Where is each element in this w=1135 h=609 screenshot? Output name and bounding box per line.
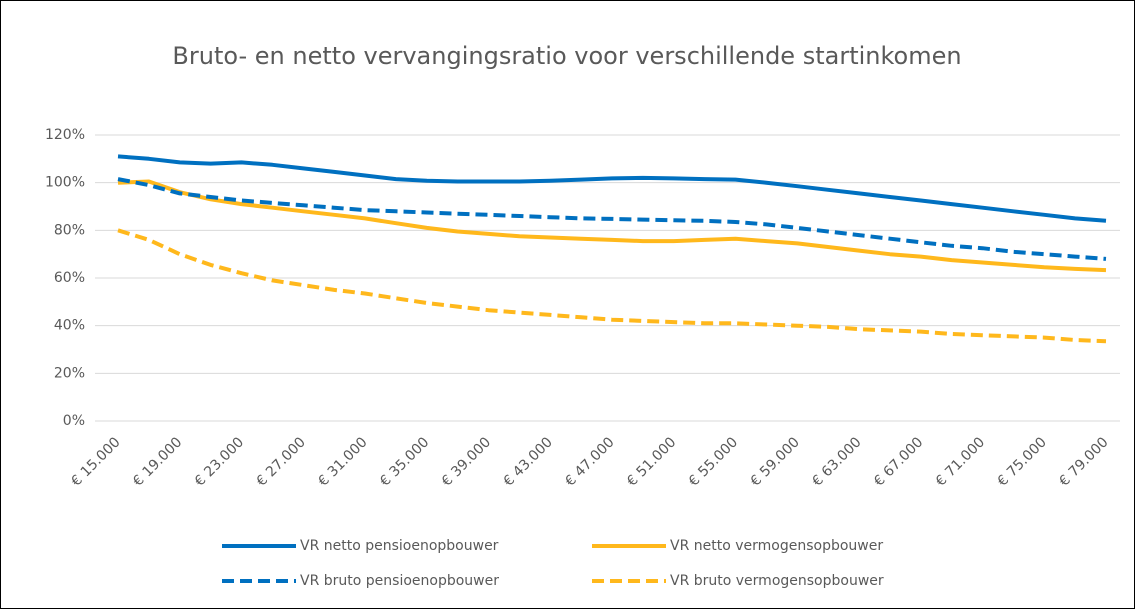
x-tick-label: € 79.000 bbox=[1056, 434, 1111, 489]
x-tick-label: € 51.000 bbox=[624, 434, 679, 489]
x-tick-label: € 47.000 bbox=[562, 434, 617, 489]
x-tick-label: € 55.000 bbox=[686, 434, 741, 489]
x-tick-label: € 15.000 bbox=[68, 434, 123, 489]
x-tick-label: € 71.000 bbox=[933, 434, 988, 489]
x-tick-label: € 19.000 bbox=[130, 434, 185, 489]
legend-label: VR bruto vermogensopbouwer bbox=[670, 573, 884, 589]
y-tick-label: 80% bbox=[54, 222, 85, 238]
x-tick-label: € 63.000 bbox=[809, 434, 864, 489]
x-tick-label: € 43.000 bbox=[501, 434, 556, 489]
y-tick-label: 100% bbox=[45, 175, 85, 191]
y-tick-label: 20% bbox=[54, 365, 85, 381]
legend-label: VR bruto pensioenopbouwer bbox=[300, 573, 499, 589]
x-tick-label: € 27.000 bbox=[254, 434, 309, 489]
series-line bbox=[117, 228, 1107, 344]
chart-title: Bruto- en netto vervangingsratio voor ve… bbox=[172, 42, 962, 70]
y-tick-label: 40% bbox=[54, 318, 85, 334]
series-line bbox=[117, 154, 1107, 223]
x-tick-label: € 31.000 bbox=[315, 434, 370, 489]
x-tick-label: € 39.000 bbox=[439, 434, 494, 489]
legend-label: VR netto pensioenopbouwer bbox=[300, 538, 499, 554]
x-tick-label: € 75.000 bbox=[995, 434, 1050, 489]
x-tick-label: € 67.000 bbox=[871, 434, 926, 489]
x-tick-label: € 35.000 bbox=[377, 434, 432, 489]
legend-label: VR netto vermogensopbouwer bbox=[670, 538, 883, 554]
x-tick-label: € 59.000 bbox=[748, 434, 803, 489]
series-line bbox=[117, 177, 1107, 261]
series-line bbox=[117, 179, 1107, 273]
y-tick-label: 120% bbox=[45, 127, 85, 143]
x-tick-label: € 23.000 bbox=[192, 434, 247, 489]
y-tick-label: 0% bbox=[63, 413, 85, 429]
y-tick-label: 60% bbox=[54, 270, 85, 286]
